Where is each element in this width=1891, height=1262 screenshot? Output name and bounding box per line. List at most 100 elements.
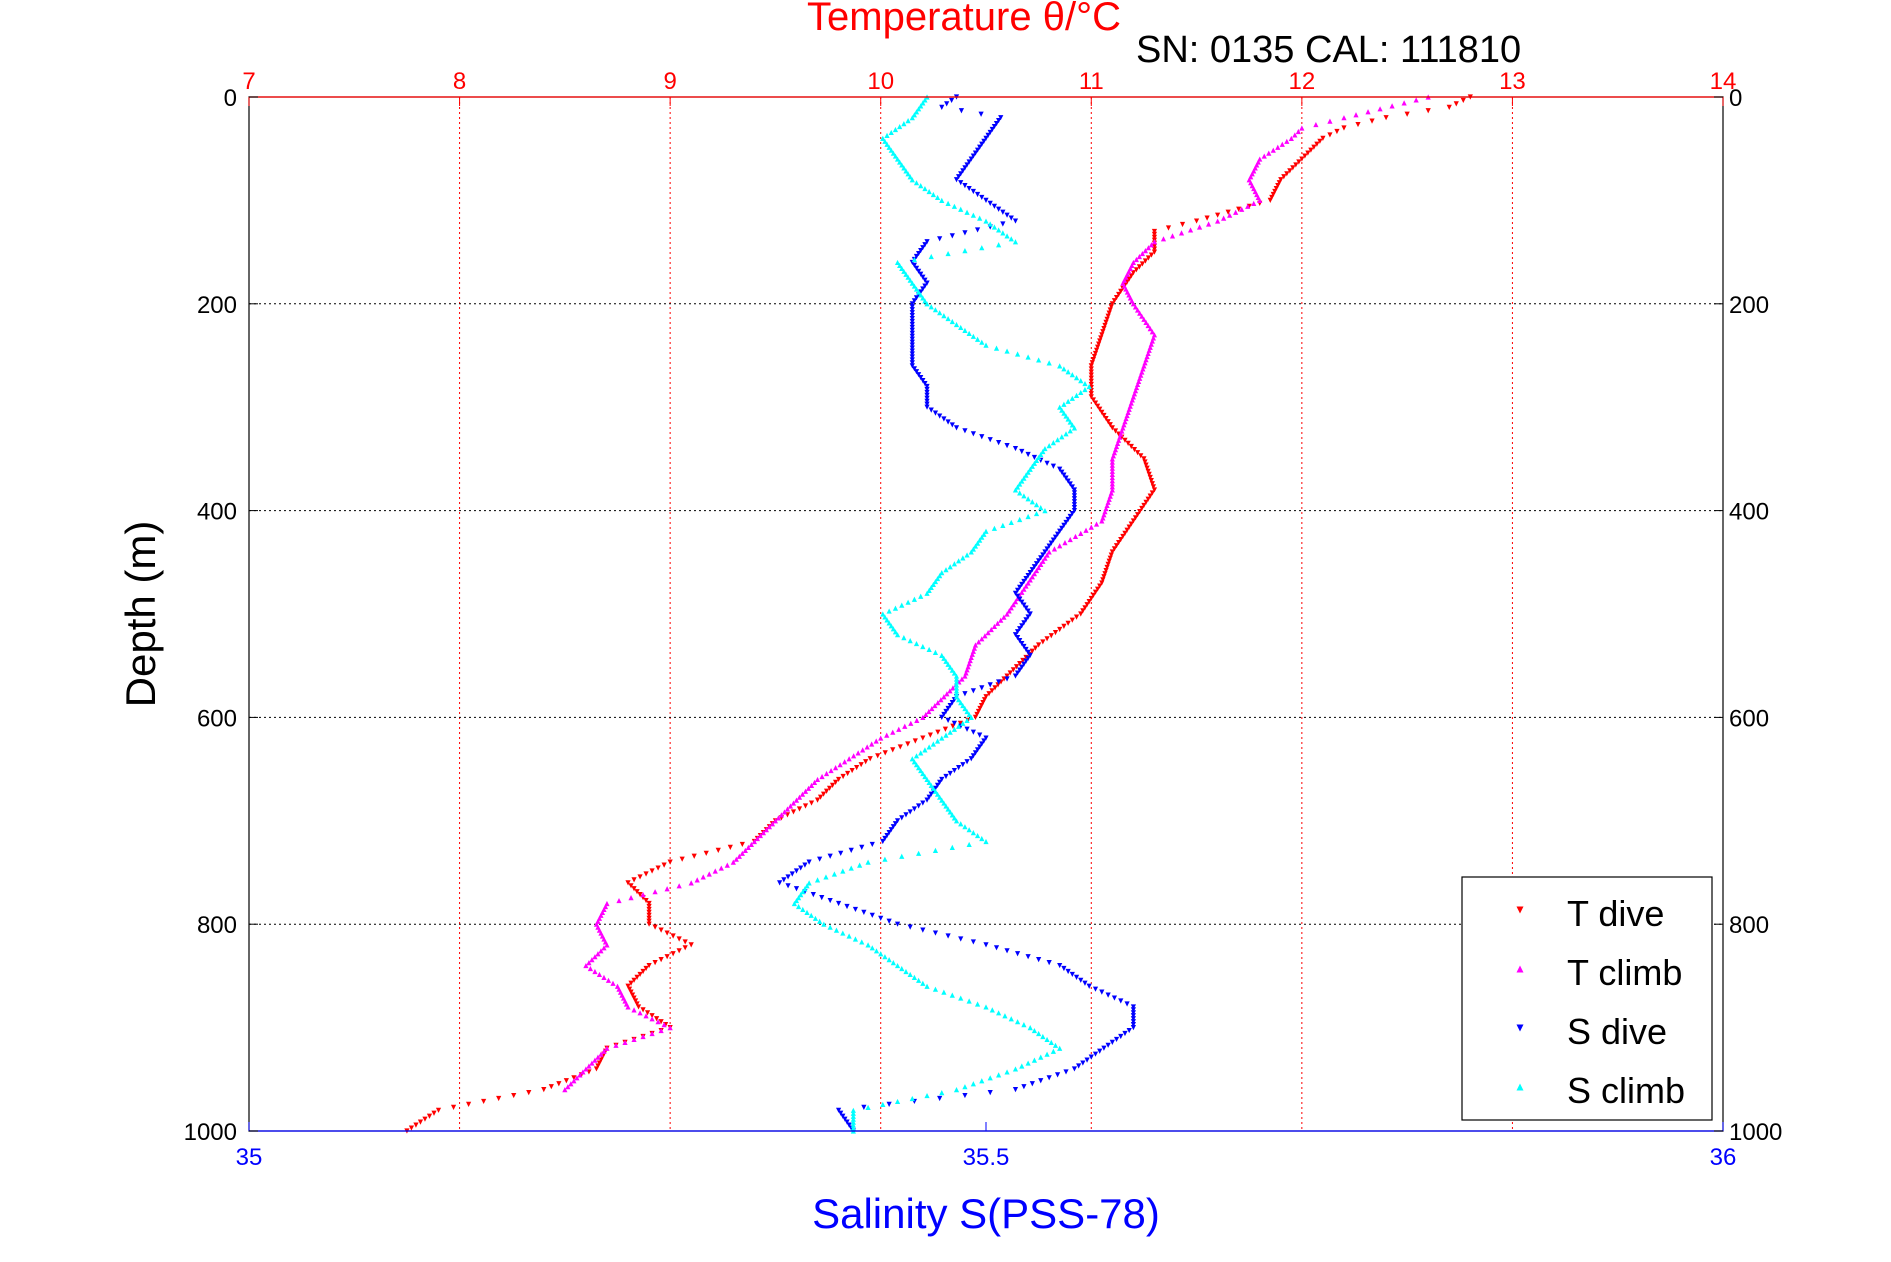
marker-t-climb xyxy=(819,773,825,780)
marker-s-climb xyxy=(939,570,945,576)
marker-s-dive xyxy=(1021,1084,1027,1090)
marker-s-climb xyxy=(848,865,854,871)
marker-s-dive xyxy=(974,191,981,198)
marker-s-dive xyxy=(979,434,985,440)
marker-s-dive xyxy=(1021,578,1027,585)
marker-t-dive xyxy=(408,1125,415,1131)
marker-t-climb xyxy=(784,806,791,812)
marker-t-climb xyxy=(562,1087,568,1093)
marker-s-dive xyxy=(1054,1072,1061,1078)
marker-t-dive xyxy=(1148,478,1154,484)
marker-t-dive xyxy=(634,1001,640,1007)
marker-s-dive xyxy=(962,165,968,171)
marker-t-dive xyxy=(1142,258,1149,264)
marker-s-climb xyxy=(1042,445,1048,452)
marker-s-dive xyxy=(1124,1001,1130,1007)
marker-s-climb xyxy=(1038,451,1044,458)
marker-s-dive xyxy=(924,404,930,410)
marker-s-climb xyxy=(911,759,918,765)
marker-t-dive xyxy=(832,779,839,785)
marker-s-dive xyxy=(1054,531,1061,537)
marker-t-climb xyxy=(828,767,834,774)
marker-t-climb xyxy=(1001,614,1007,620)
legend-label-s-climb: S climb xyxy=(1567,1070,1685,1111)
marker-t-dive xyxy=(1111,298,1118,304)
marker-s-dive xyxy=(1122,1030,1128,1037)
marker-t-dive xyxy=(637,892,643,898)
marker-s-climb xyxy=(911,112,918,118)
marker-s-dive xyxy=(962,1092,968,1099)
marker-s-climb xyxy=(960,702,966,709)
marker-s-climb xyxy=(882,614,888,620)
marker-t-dive xyxy=(1048,633,1054,639)
marker-t-climb xyxy=(583,1066,589,1072)
marker-t-dive xyxy=(1100,577,1106,583)
marker-t-climb xyxy=(565,1084,571,1090)
marker-t-dive xyxy=(637,874,643,880)
marker-t-climb xyxy=(979,636,985,642)
marker-s-climb xyxy=(983,342,989,348)
marker-t-dive xyxy=(1088,381,1094,388)
marker-t-dive xyxy=(631,877,637,883)
marker-s-climb xyxy=(922,773,928,780)
marker-s-dive xyxy=(880,838,886,845)
marker-s-dive xyxy=(974,147,981,153)
marker-s-climb xyxy=(1002,1013,1008,1019)
marker-t-climb xyxy=(1151,239,1158,245)
marker-s-climb xyxy=(916,977,922,983)
marker-s-dive xyxy=(1031,564,1038,570)
marker-t-dive xyxy=(1273,185,1279,192)
marker-s-climb xyxy=(1008,519,1014,526)
marker-s-dive xyxy=(1021,602,1027,608)
marker-s-climb xyxy=(953,688,960,694)
marker-t-dive xyxy=(1109,301,1115,307)
marker-t-climb xyxy=(1099,518,1105,524)
marker-s-climb xyxy=(899,162,905,168)
marker-s-climb xyxy=(930,581,936,588)
marker-s-dive xyxy=(1059,525,1065,531)
marker-s-dive xyxy=(1076,1063,1082,1069)
marker-s-climb xyxy=(804,909,810,915)
marker-s-dive xyxy=(956,174,962,180)
marker-s-dive xyxy=(909,310,915,316)
marker-s-climb xyxy=(886,144,892,150)
marker-s-dive xyxy=(1088,1054,1094,1060)
marker-s-climb xyxy=(958,995,964,1001)
marker-s-climb xyxy=(1033,457,1040,463)
marker-s-dive xyxy=(1099,989,1105,995)
marker-s-dive xyxy=(1031,454,1038,461)
marker-t-climb xyxy=(1040,558,1046,564)
marker-s-dive xyxy=(838,850,844,856)
marker-s-climb xyxy=(878,951,884,957)
marker-s-climb xyxy=(943,803,949,809)
marker-s-dive xyxy=(1057,528,1063,534)
marker-s-climb xyxy=(850,1122,856,1128)
marker-s-climb xyxy=(920,100,926,106)
marker-s-climb xyxy=(953,818,960,824)
marker-t-dive xyxy=(643,965,649,972)
marker-s-climb xyxy=(991,224,998,230)
marker-s-dive xyxy=(937,779,943,785)
marker-t-dive xyxy=(802,803,809,809)
marker-s-dive xyxy=(1126,1027,1132,1034)
marker-s-climb xyxy=(909,756,915,762)
marker-t-dive xyxy=(1151,243,1158,249)
marker-s-climb xyxy=(945,200,951,206)
marker-s-climb xyxy=(823,874,829,880)
marker-s-climb xyxy=(1004,348,1010,354)
marker-s-dive xyxy=(1019,640,1025,647)
marker-s-dive xyxy=(1057,962,1063,969)
marker-s-climb xyxy=(1036,1030,1042,1037)
marker-t-climb xyxy=(1187,227,1194,233)
marker-s-climb xyxy=(962,824,968,830)
legend-label-s-dive: S dive xyxy=(1567,1011,1667,1052)
marker-s-dive xyxy=(920,274,926,280)
marker-s-dive xyxy=(909,301,915,307)
marker-s-climb xyxy=(996,242,1002,248)
marker-t-dive xyxy=(1095,403,1101,409)
marker-s-dive xyxy=(861,1104,867,1110)
marker-t-climb xyxy=(1147,326,1153,332)
marker-t-dive xyxy=(1090,357,1096,363)
marker-s-climb xyxy=(953,685,960,691)
marker-t-climb xyxy=(586,960,592,966)
